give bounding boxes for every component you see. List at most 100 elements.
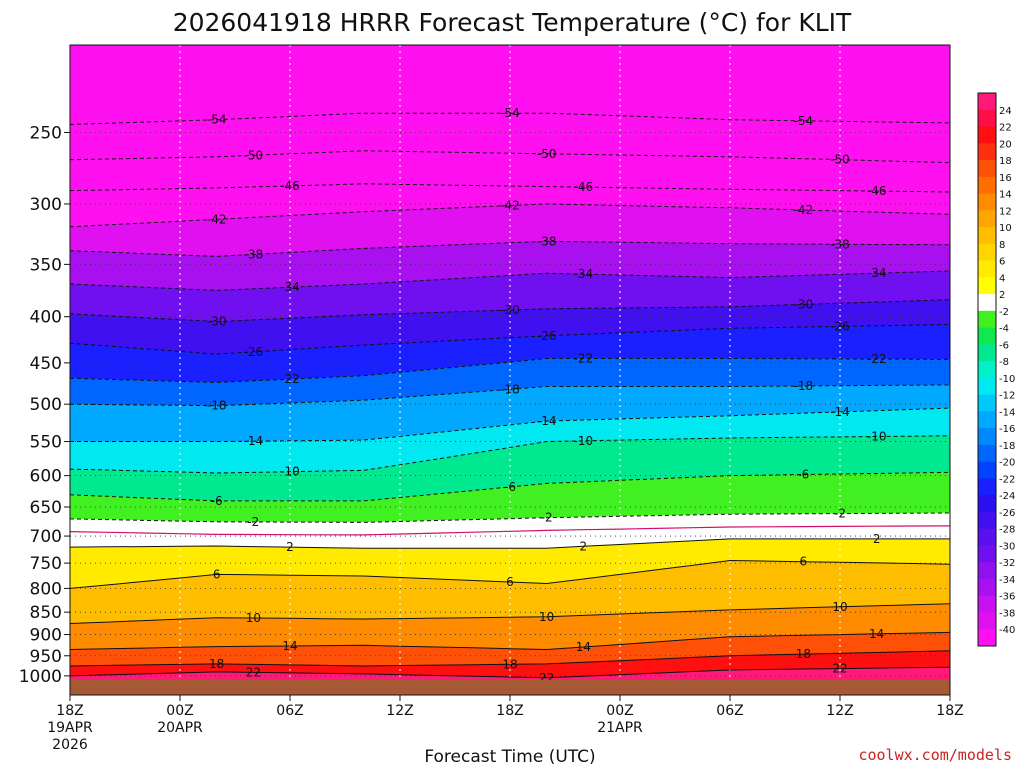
colorbar-label: -8 [999, 357, 1009, 368]
colorbar-label: -38 [999, 608, 1015, 619]
colorbar-swatch [978, 327, 996, 345]
contour-label: 18 [796, 647, 811, 661]
colorbar-label: -24 [999, 491, 1015, 502]
contour-label: -2 [247, 515, 259, 529]
contour-label: -6 [211, 494, 223, 508]
colorbar-swatch [978, 176, 996, 195]
contour-label: -42 [794, 203, 814, 217]
y-tick-label: 750 [30, 554, 62, 574]
colorbar-label: -16 [999, 424, 1015, 435]
colorbar-swatch [978, 260, 996, 278]
contour-label: -42 [207, 212, 227, 226]
contour-label: -6 [504, 480, 516, 494]
contour-line [70, 631, 950, 651]
contour-label: -54 [500, 106, 520, 120]
colorbar-swatch [978, 93, 996, 111]
contour-label: -18 [794, 379, 814, 393]
colorbar-swatch [978, 511, 996, 530]
contour-lines: -54 -54 -54 -50 -50 -50 -46 -46 -46 -42 -42 -42 -38 -… [70, 106, 950, 685]
contour-label: -18 [500, 382, 520, 396]
colorbar-swatch [978, 545, 996, 563]
contour-label: -18 [207, 399, 227, 413]
y-tick-label: 400 [30, 308, 62, 328]
contour-label: -26 [830, 319, 850, 333]
colorbar-label: -32 [999, 558, 1015, 569]
contour-label: 14 [576, 640, 591, 654]
contour-label: -22 [280, 372, 300, 386]
colorbar-label: 10 [999, 223, 1012, 234]
y-tick-label: 500 [30, 395, 62, 415]
contour-label: -38 [244, 247, 264, 261]
x-tick-label: 12Z [386, 703, 413, 719]
colorbar-swatch [978, 109, 996, 128]
colorbar-label: 24 [999, 106, 1012, 117]
colorbar-swatch [978, 377, 996, 396]
colorbar-label: -20 [999, 458, 1015, 469]
y-tick-label: 650 [30, 498, 62, 518]
x-tick-label: 19APR [47, 720, 93, 736]
contour-line [70, 559, 950, 589]
contour-label: -6 [797, 468, 809, 482]
contour-label: 18 [502, 657, 517, 671]
contour-line [70, 435, 950, 474]
contour-label: -38 [537, 234, 557, 248]
contour-label: -26 [244, 345, 264, 359]
y-tick-label: 700 [30, 527, 62, 547]
x-tick-label: 18Z [56, 703, 83, 719]
colorbar-label: -36 [999, 592, 1015, 603]
contour-label: 10 [539, 610, 554, 624]
contour-label: 10 [246, 611, 261, 625]
y-tick-label: 300 [30, 195, 62, 215]
y-tick-label: 450 [30, 354, 62, 374]
y-tick-label: 250 [30, 123, 62, 143]
x-tick-label: 18Z [936, 703, 963, 719]
colorbar-label: 4 [999, 273, 1005, 284]
colorbar-label: -14 [999, 407, 1015, 418]
x-tick-label: 00Z [606, 703, 633, 719]
contour-label: -46 [574, 180, 594, 194]
colorbar-label: 2 [999, 290, 1005, 301]
contour-label: 14 [282, 639, 297, 653]
colorbar-swatch [978, 478, 996, 496]
colorbar-swatch [978, 428, 996, 446]
contour-label: -54 [207, 113, 227, 127]
colorbar-label: 6 [999, 257, 1005, 268]
contour-label: 2 [873, 532, 881, 546]
grid [70, 45, 950, 695]
contour-label: 2 [580, 539, 588, 553]
colorbar-label: 22 [999, 123, 1012, 134]
contour-label: -22 [574, 351, 594, 365]
colorbar-swatch [978, 126, 996, 144]
contour-label: -38 [830, 237, 850, 251]
x-tick-label: 2026 [52, 737, 88, 753]
colorbar-label: -22 [999, 474, 1015, 485]
contour-label: -14 [537, 414, 557, 428]
x-tick-label: 21APR [597, 720, 643, 736]
contour-label: -10 [280, 465, 300, 479]
chart-title: 2026041918 HRRR Forecast Temperature (°C… [173, 8, 852, 37]
contour-label: -54 [794, 114, 814, 128]
contour-label: -42 [500, 199, 520, 213]
credit-text: coolwx.com/models [858, 746, 1012, 764]
contour-label: -50 [244, 148, 264, 162]
colorbar-label: -18 [999, 441, 1015, 452]
contour-label: 2 [286, 540, 294, 554]
contour-label: 6 [800, 555, 808, 569]
colorbar-swatch [978, 612, 996, 630]
contour-label: -34 [574, 267, 594, 281]
contour-label: -14 [830, 405, 850, 419]
colorbar-swatch [978, 444, 996, 463]
colorbar-label: 12 [999, 206, 1012, 217]
contour-label: -50 [537, 147, 557, 161]
ground-strip [70, 680, 950, 695]
colorbar-swatch [978, 310, 996, 329]
contour-label: -46 [867, 184, 887, 198]
colorbar-swatch [978, 143, 996, 161]
colorbar-swatch [978, 495, 996, 513]
contour-label: -30 [500, 303, 520, 317]
colorbar-swatch [978, 277, 996, 295]
contour-line [70, 603, 950, 624]
contour-label: -26 [537, 329, 557, 343]
colorbar-label: -34 [999, 575, 1015, 586]
